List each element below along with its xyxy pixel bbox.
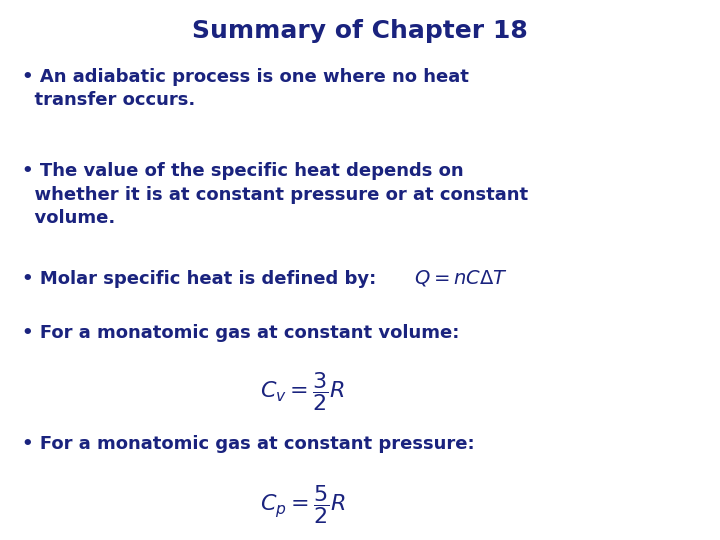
Text: $C_v = \dfrac{3}{2}R$: $C_v = \dfrac{3}{2}R$	[260, 370, 345, 413]
Text: • The value of the specific heat depends on
  whether it is at constant pressure: • The value of the specific heat depends…	[22, 162, 528, 227]
Text: • For a monatomic gas at constant pressure:: • For a monatomic gas at constant pressu…	[22, 435, 474, 453]
Text: $C_p = \dfrac{5}{2}R$: $C_p = \dfrac{5}{2}R$	[260, 483, 345, 526]
Text: Summary of Chapter 18: Summary of Chapter 18	[192, 19, 528, 43]
Text: $Q = nC\Delta T$: $Q = nC\Delta T$	[414, 268, 508, 288]
Text: • An adiabatic process is one where no heat
  transfer occurs.: • An adiabatic process is one where no h…	[22, 68, 469, 109]
Text: • For a monatomic gas at constant volume:: • For a monatomic gas at constant volume…	[22, 324, 459, 342]
Text: • Molar specific heat is defined by:: • Molar specific heat is defined by:	[22, 270, 382, 288]
